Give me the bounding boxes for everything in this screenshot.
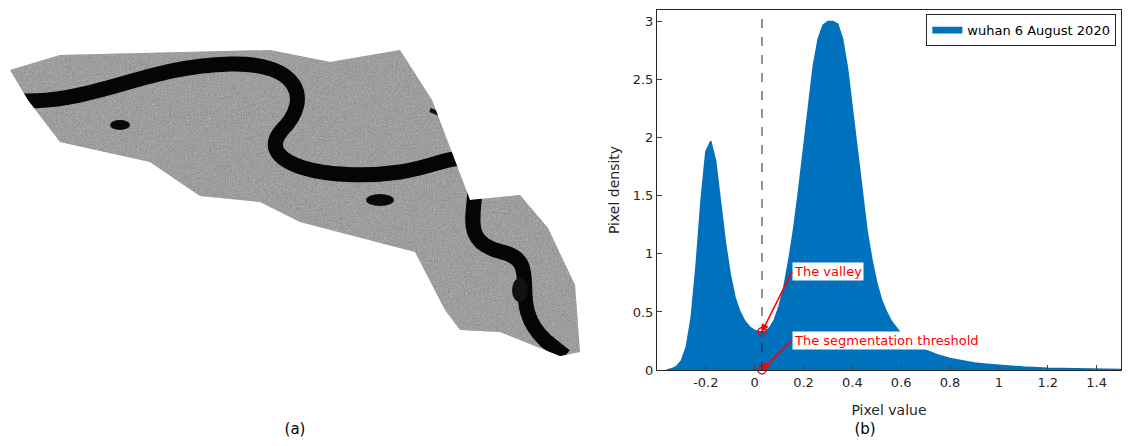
svg-text:wuhan 6 August 2020: wuhan 6 August 2020 — [967, 23, 1110, 38]
svg-text:0.4: 0.4 — [842, 375, 863, 390]
svg-text:2: 2 — [645, 130, 653, 145]
svg-text:1.4: 1.4 — [1086, 375, 1107, 390]
svg-text:1: 1 — [995, 375, 1003, 390]
svg-text:1.2: 1.2 — [1037, 375, 1058, 390]
svg-text:0.8: 0.8 — [940, 375, 961, 390]
svg-text:Pixel value: Pixel value — [851, 402, 926, 418]
svg-text:0: 0 — [645, 363, 653, 378]
svg-text:3: 3 — [645, 14, 653, 29]
html-text:(b): (b) — [854, 420, 876, 438]
svg-text:1.5: 1.5 — [633, 188, 654, 203]
svg-text:1: 1 — [645, 246, 653, 261]
svg-text:The valley: The valley — [794, 264, 862, 279]
svg-text:0.5: 0.5 — [633, 304, 654, 319]
svg-text:0.6: 0.6 — [891, 375, 912, 390]
svg-text:0: 0 — [751, 375, 759, 390]
svg-text:-0.2: -0.2 — [693, 375, 718, 390]
svg-text:The segmentation threshold: The segmentation threshold — [794, 333, 979, 348]
html-text:(a): (a) — [284, 420, 306, 438]
svg-text:2.5: 2.5 — [633, 72, 654, 87]
svg-text:0.2: 0.2 — [793, 375, 814, 390]
svg-text:Pixel density: Pixel density — [606, 146, 622, 234]
